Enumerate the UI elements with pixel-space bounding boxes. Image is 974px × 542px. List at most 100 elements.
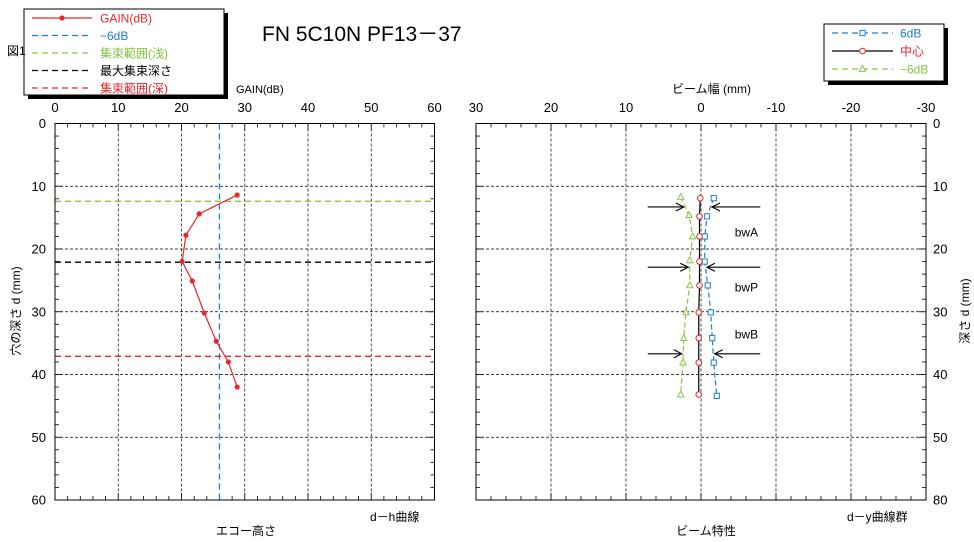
echo-height-label: エコー高さ bbox=[216, 523, 276, 538]
data-point bbox=[213, 338, 219, 344]
y-tick-label: 30 bbox=[933, 304, 947, 319]
y-tick-label: 40 bbox=[32, 367, 46, 382]
beam-width-arrowhead-right bbox=[713, 349, 723, 359]
legend-beam: 6dB 中心 −6dB bbox=[823, 23, 948, 85]
figure-label: 図1 bbox=[7, 44, 26, 58]
y-tick-label: 30 bbox=[32, 304, 46, 319]
y-tick-label: 0 bbox=[39, 116, 46, 131]
depth-axis-title: 深さ d (mm) bbox=[958, 278, 972, 343]
data-point bbox=[685, 280, 694, 289]
data-point bbox=[695, 391, 703, 398]
y-tick-label: 50 bbox=[32, 430, 46, 445]
legend-label: 集束範囲(浅) bbox=[100, 46, 168, 61]
data-point bbox=[234, 192, 240, 198]
data-point bbox=[710, 195, 717, 202]
x-tick-label: -30 bbox=[917, 100, 936, 115]
data-point bbox=[679, 333, 688, 342]
data-point bbox=[696, 282, 703, 289]
beam-width-label: bwB bbox=[735, 327, 758, 341]
y-tick-label: 20 bbox=[933, 242, 947, 257]
x-tick-label: 10 bbox=[619, 100, 633, 115]
beam-width-axis-title: ビーム幅 (mm) bbox=[672, 81, 751, 96]
plot-frame bbox=[475, 123, 927, 501]
data-point bbox=[179, 258, 185, 265]
beam-characteristic-label: ビーム特性 bbox=[676, 523, 736, 538]
data-point bbox=[707, 309, 714, 316]
hole-depth-axis-title: 穴の深さ d (mm) bbox=[8, 266, 23, 355]
x-tick-label: 0 bbox=[697, 100, 704, 115]
beam-width-label: bwA bbox=[735, 226, 758, 240]
data-point bbox=[695, 359, 703, 366]
data-point bbox=[696, 194, 704, 202]
legend-label: 6dB bbox=[900, 27, 921, 41]
legend-label: GAIN(dB) bbox=[100, 12, 152, 26]
dh-curve-label: d－h曲線 bbox=[370, 509, 419, 524]
data-point bbox=[710, 359, 717, 366]
dh-curve-plot: 0 10 20 30 40 50 60 0 10 20 30 40 50 60 bbox=[32, 100, 442, 508]
data-point bbox=[696, 258, 703, 265]
data-point bbox=[679, 358, 687, 366]
y-tick-label: 0 bbox=[933, 116, 940, 131]
beam-width-arrowhead-left bbox=[680, 262, 690, 272]
legend-marker bbox=[59, 15, 65, 21]
beam-width-label: bwP bbox=[735, 280, 758, 294]
legend-label: 中心 bbox=[900, 44, 924, 59]
data-point bbox=[234, 384, 240, 390]
y-tick-label: 50 bbox=[933, 430, 947, 445]
x-tick-label: 40 bbox=[301, 100, 315, 115]
data-point bbox=[701, 258, 708, 265]
legend-label: 最大集束深さ bbox=[100, 63, 172, 78]
data-point bbox=[685, 210, 693, 219]
dy-curve-group-label: d－y曲線群 bbox=[847, 509, 908, 524]
y-tick-label: 20 bbox=[32, 242, 46, 257]
data-point bbox=[709, 335, 716, 342]
legend-label: −6dB bbox=[900, 63, 928, 77]
beam-width-arrowhead-left bbox=[675, 202, 686, 212]
plot-frame bbox=[54, 123, 435, 501]
y-tick-label: 40 bbox=[933, 367, 947, 382]
beam-width-arrowhead-right bbox=[710, 202, 721, 212]
data-point bbox=[713, 392, 720, 399]
data-point bbox=[703, 213, 711, 220]
y-tick-label: 10 bbox=[32, 179, 46, 194]
y-tick-label: 10 bbox=[933, 179, 947, 194]
data-point bbox=[695, 309, 703, 316]
data-point bbox=[189, 278, 195, 284]
data-point bbox=[201, 310, 207, 316]
y-tick-label: 80 bbox=[933, 493, 947, 508]
x-tick-label: -20 bbox=[842, 100, 861, 115]
data-point bbox=[695, 334, 703, 342]
legend-marker bbox=[859, 47, 866, 55]
data-point bbox=[183, 232, 189, 238]
data-point bbox=[225, 359, 231, 365]
x-tick-label: 20 bbox=[174, 100, 188, 115]
x-tick-label: 30 bbox=[238, 100, 252, 115]
chart-layer: 0 10 20 30 40 50 60 0 10 20 30 40 50 60 GAIN(dB) −6dB 集束… bbox=[23, 8, 948, 508]
data-point bbox=[704, 282, 711, 289]
y-tick-label: 60 bbox=[32, 493, 46, 508]
legend-label: 集束範囲(深) bbox=[100, 81, 168, 96]
x-tick-label: 20 bbox=[544, 100, 558, 115]
data-point bbox=[696, 233, 703, 240]
x-tick-label: 10 bbox=[111, 100, 125, 115]
data-point bbox=[676, 390, 685, 398]
beam-width-arrowhead-right bbox=[705, 262, 716, 272]
data-point bbox=[701, 233, 708, 240]
legend-marker bbox=[858, 64, 867, 72]
data-point bbox=[685, 255, 694, 264]
legend-label: −6dB bbox=[100, 29, 128, 43]
x-tick-label: -10 bbox=[767, 100, 786, 115]
legend-marker bbox=[859, 29, 866, 37]
data-point bbox=[676, 192, 685, 200]
x-tick-label: 50 bbox=[364, 100, 378, 115]
data-point bbox=[196, 211, 202, 217]
x-tick-label: 60 bbox=[427, 100, 441, 115]
data-point bbox=[688, 231, 697, 240]
x-tick-label: 0 bbox=[51, 100, 58, 115]
x-tick-label: 30 bbox=[469, 100, 483, 115]
data-point bbox=[696, 213, 703, 220]
beam-width-arrowhead-left bbox=[673, 349, 683, 359]
